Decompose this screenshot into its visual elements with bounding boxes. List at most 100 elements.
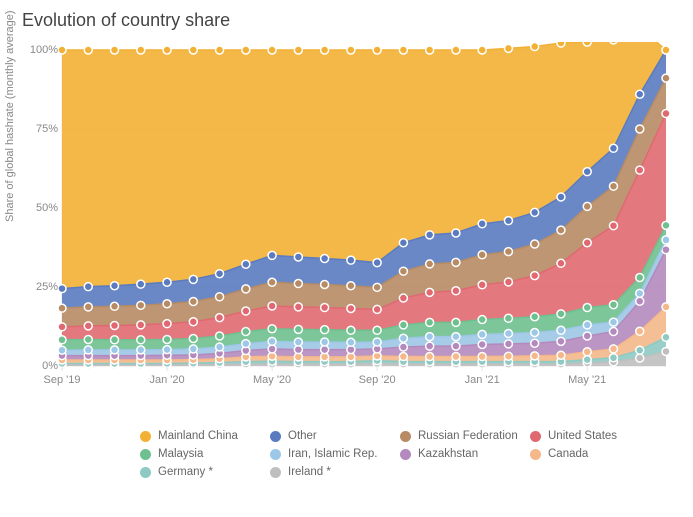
marker	[557, 310, 565, 318]
legend-item[interactable]: Malaysia	[140, 448, 270, 460]
y-tick-label: 0%	[22, 360, 58, 372]
marker	[426, 288, 434, 296]
marker	[58, 323, 66, 331]
marker	[452, 46, 460, 54]
marker	[347, 282, 355, 290]
marker	[58, 46, 66, 54]
marker	[662, 236, 670, 244]
legend-item[interactable]: Germany *	[140, 466, 270, 478]
marker	[294, 303, 302, 311]
marker	[583, 332, 591, 340]
marker	[557, 337, 565, 345]
legend-dot-icon	[140, 431, 151, 442]
marker	[609, 182, 617, 190]
legend-dot-icon	[140, 467, 151, 478]
marker	[583, 356, 591, 364]
marker	[399, 353, 407, 361]
marker	[609, 222, 617, 230]
legend-dot-icon	[530, 431, 541, 442]
marker	[636, 166, 644, 174]
legend-label: Malaysia	[158, 448, 203, 460]
chart-title: Evolution of country share	[22, 10, 230, 31]
legend-dot-icon	[270, 449, 281, 460]
legend-item[interactable]: Ireland *	[270, 466, 400, 478]
legend-row: Germany * Ireland *	[140, 466, 660, 478]
marker	[216, 293, 224, 301]
marker	[583, 168, 591, 176]
marker	[583, 321, 591, 329]
marker	[84, 322, 92, 330]
marker	[531, 313, 539, 321]
marker	[242, 307, 250, 315]
marker	[242, 260, 250, 268]
legend-item[interactable]: United States	[530, 430, 660, 442]
legend-label: Mainland China	[158, 430, 238, 442]
marker	[478, 220, 486, 228]
marker	[268, 46, 276, 54]
marker	[137, 280, 145, 288]
marker	[662, 303, 670, 311]
legend: Mainland China Other Russian Federation Uni…	[140, 430, 660, 484]
legend-dot-icon	[400, 449, 411, 460]
marker	[137, 301, 145, 309]
marker	[478, 251, 486, 259]
marker	[662, 347, 670, 355]
x-tick-label: Sep '19	[44, 374, 81, 386]
marker	[609, 301, 617, 309]
legend-item[interactable]: Russian Federation	[400, 430, 530, 442]
marker	[294, 338, 302, 346]
marker	[478, 46, 486, 54]
marker	[609, 328, 617, 336]
marker	[452, 258, 460, 266]
legend-label: Ireland *	[288, 466, 331, 478]
marker	[557, 193, 565, 201]
marker	[452, 342, 460, 350]
x-tick-label: Jan '21	[465, 374, 500, 386]
marker	[137, 321, 145, 329]
marker	[321, 255, 329, 263]
marker	[583, 42, 591, 46]
marker	[399, 46, 407, 54]
legend-item[interactable]: Kazakhstan	[400, 448, 530, 460]
marker	[216, 270, 224, 278]
marker	[583, 202, 591, 210]
legend-item[interactable]: Iran, Islamic Rep.	[270, 448, 400, 460]
chart-svg	[18, 42, 678, 392]
marker	[268, 337, 276, 345]
marker	[268, 278, 276, 286]
marker	[583, 239, 591, 247]
legend-dot-icon	[140, 449, 151, 460]
marker	[478, 316, 486, 324]
marker	[504, 44, 512, 52]
legend-item[interactable]: Other	[270, 430, 400, 442]
marker	[636, 289, 644, 297]
marker	[478, 341, 486, 349]
marker	[294, 253, 302, 261]
legend-item[interactable]: Canada	[530, 448, 660, 460]
marker	[557, 259, 565, 267]
marker	[557, 226, 565, 234]
marker	[84, 335, 92, 343]
marker	[373, 46, 381, 54]
x-tick-label: Sep '20	[359, 374, 396, 386]
legend-row: Mainland China Other Russian Federation Uni…	[140, 430, 660, 442]
marker	[636, 125, 644, 133]
marker	[531, 272, 539, 280]
marker	[531, 43, 539, 51]
marker	[662, 74, 670, 82]
marker	[216, 314, 224, 322]
marker	[662, 46, 670, 54]
legend-item[interactable]: Mainland China	[140, 430, 270, 442]
x-tick-label: Jan '20	[149, 374, 184, 386]
marker	[242, 328, 250, 336]
marker	[426, 333, 434, 341]
marker	[662, 221, 670, 229]
marker	[636, 274, 644, 282]
marker	[294, 280, 302, 288]
marker	[662, 333, 670, 341]
legend-label: Other	[288, 430, 317, 442]
marker	[373, 283, 381, 291]
legend-label: Russian Federation	[418, 430, 518, 442]
marker	[531, 208, 539, 216]
marker	[321, 46, 329, 54]
